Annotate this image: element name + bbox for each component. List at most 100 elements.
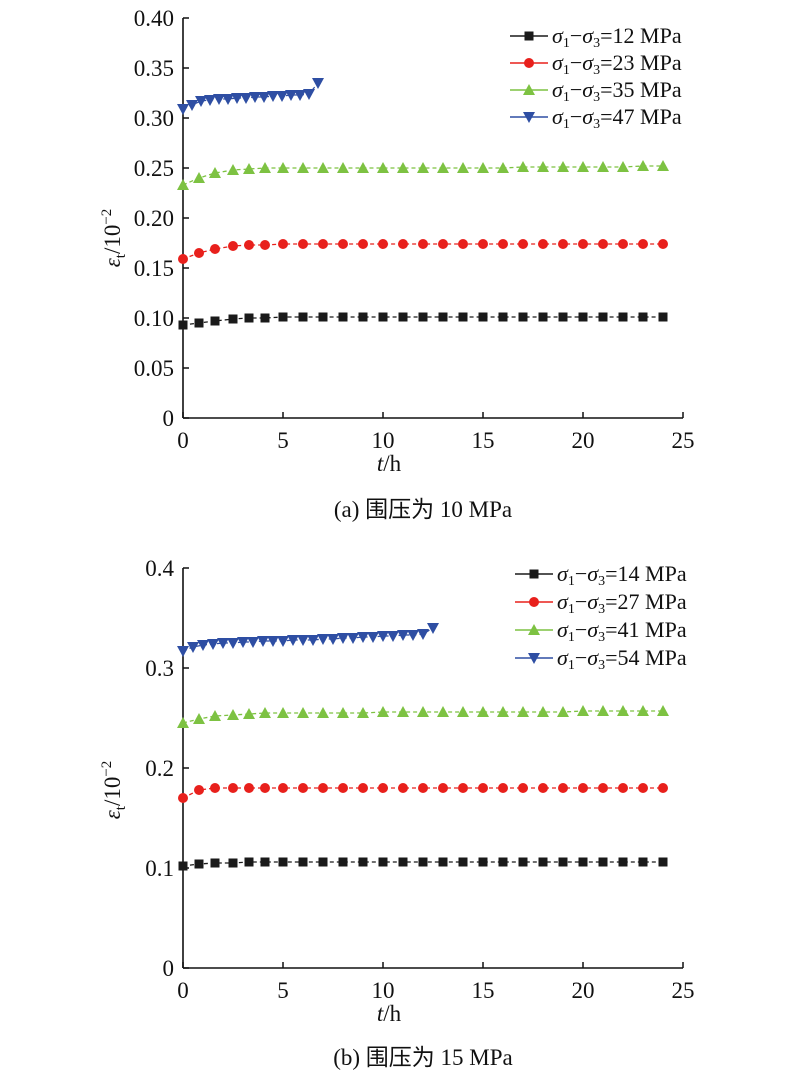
data-point (618, 239, 628, 249)
data-point (278, 312, 288, 322)
legend-label: σ1−σ3=35 MPa (552, 77, 682, 105)
y-tick-label: 0.30 (134, 106, 174, 131)
data-point (327, 634, 339, 645)
data-point (657, 705, 669, 716)
data-point (193, 713, 205, 724)
x-tick-label: 10 (372, 978, 395, 1003)
chart-caption: (b) 围压为 15 MPa (333, 1045, 513, 1070)
data-point (260, 857, 270, 867)
x-tick-label: 20 (572, 428, 595, 453)
data-point (276, 91, 288, 102)
data-point (207, 639, 219, 650)
data-point (194, 859, 204, 869)
data-point (538, 783, 548, 793)
chart-a: 0 0.05 0.10 0.15 0.20 0.25 0.30 0.35 0.40 0 5 10 15 2… (99, 6, 695, 522)
data-point (244, 783, 254, 793)
data-point (598, 239, 608, 249)
legend-entry: σ1−σ3=35 MPa (510, 77, 682, 105)
series-line (182, 82, 319, 110)
legend-label: σ1−σ3=23 MPa (552, 50, 682, 78)
data-point (186, 100, 198, 111)
x-tick-label: 0 (177, 978, 189, 1003)
data-point (558, 312, 568, 322)
data-point (277, 707, 289, 718)
legend-marker (528, 624, 540, 635)
data-point (637, 705, 649, 716)
data-point (397, 162, 409, 173)
x-axis-label: t/h (377, 451, 402, 476)
y-axis-label: εt/10−2 (99, 761, 129, 820)
y-tick-label: 0.05 (134, 356, 174, 381)
data-point (398, 312, 408, 322)
data-point (338, 312, 348, 322)
data-point (417, 706, 429, 717)
data-point (178, 254, 188, 264)
data-point (194, 318, 204, 328)
data-point (558, 857, 568, 867)
data-point (598, 783, 608, 793)
data-point (317, 707, 329, 718)
data-point (498, 783, 508, 793)
series-circle (178, 783, 668, 803)
data-point (458, 783, 468, 793)
data-point (210, 783, 220, 793)
data-point (617, 161, 629, 172)
data-point (427, 623, 439, 634)
data-point (538, 312, 548, 322)
legend-marker (529, 569, 539, 579)
legend-label: σ1−σ3=47 MPa (552, 104, 682, 132)
data-point (267, 636, 279, 647)
data-point (227, 638, 239, 649)
data-point (228, 858, 238, 868)
data-point (258, 92, 270, 103)
data-point (244, 313, 254, 323)
data-point (477, 162, 489, 173)
data-point (318, 783, 328, 793)
data-point (194, 785, 204, 795)
data-point (517, 161, 529, 172)
data-point (638, 857, 648, 867)
x-tick-label: 25 (672, 978, 695, 1003)
data-point (437, 706, 449, 717)
data-point (438, 312, 448, 322)
x-tick-label: 5 (277, 978, 289, 1003)
data-point (458, 857, 468, 867)
data-point (617, 705, 629, 716)
data-point (260, 783, 270, 793)
data-point (278, 783, 288, 793)
data-point (259, 707, 271, 718)
data-point (518, 857, 528, 867)
data-point (657, 160, 669, 171)
y-tick-label: 0.15 (134, 256, 174, 281)
legend-entry: σ1−σ3=47 MPa (510, 104, 682, 132)
y-tick-label: 0.2 (145, 756, 174, 781)
data-point (398, 857, 408, 867)
data-point (578, 312, 588, 322)
data-point (338, 857, 348, 867)
data-point (227, 164, 239, 175)
data-point (498, 312, 508, 322)
x-tick-label: 25 (672, 428, 695, 453)
y-axis-label: εt/10−2 (99, 209, 129, 268)
data-point (195, 96, 207, 107)
data-point (618, 857, 628, 867)
data-point (287, 635, 299, 646)
data-point (478, 857, 488, 867)
data-point (243, 163, 255, 174)
legend-entry: σ1−σ3=12 MPa (510, 23, 682, 51)
y-tick-label: 0.3 (145, 656, 174, 681)
data-point (187, 642, 199, 653)
legend-marker (524, 58, 534, 68)
data-point (578, 783, 588, 793)
data-point (267, 91, 279, 102)
data-point (358, 312, 368, 322)
data-point (438, 783, 448, 793)
data-point (387, 631, 399, 642)
legend-entry: σ1−σ3=54 MPa (515, 645, 687, 673)
y-tick-label: 0.20 (134, 206, 174, 231)
legend-marker (528, 653, 540, 664)
legend-label: σ1−σ3=27 MPa (557, 589, 687, 617)
data-point (598, 312, 608, 322)
data-point (297, 162, 309, 173)
